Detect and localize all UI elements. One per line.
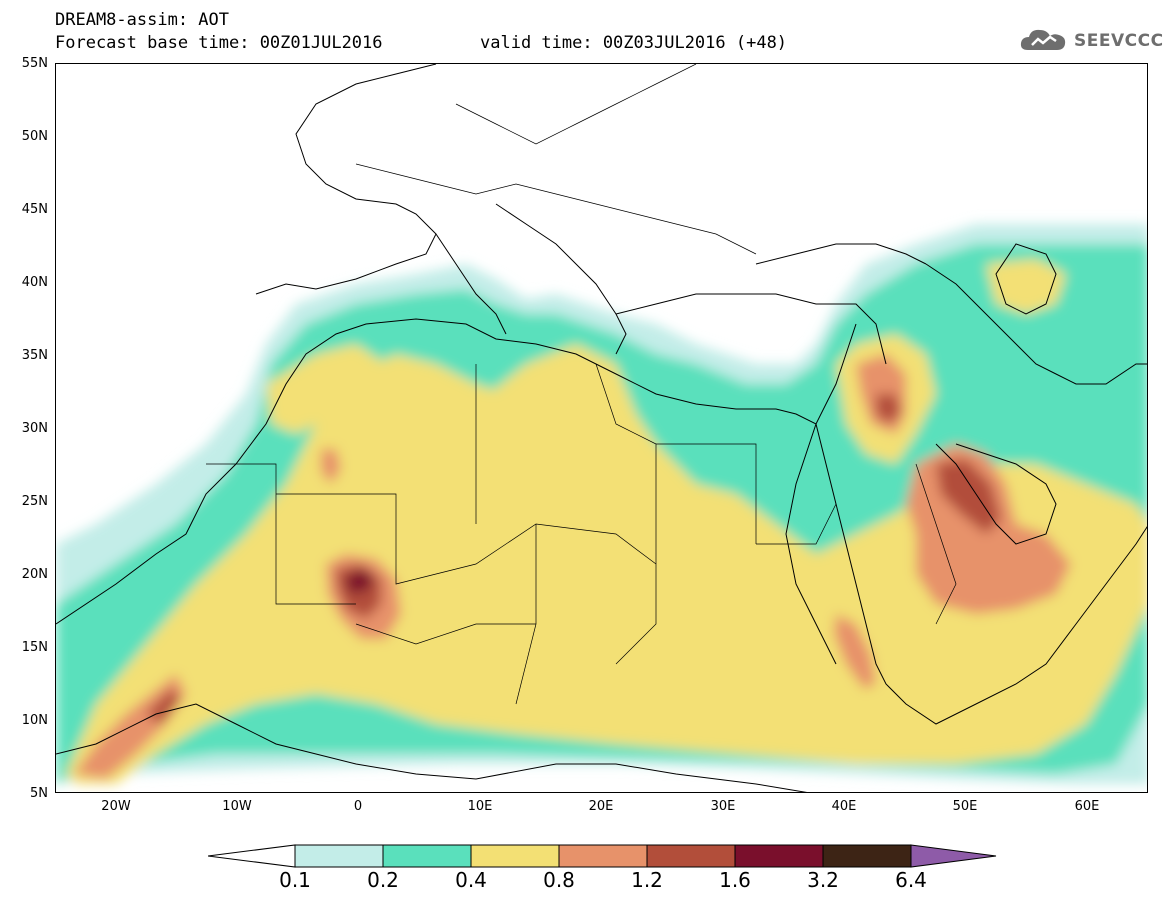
lat-label: 55N	[21, 56, 48, 71]
lat-label: 35N	[21, 348, 48, 363]
colorbar	[208, 844, 997, 868]
colorbar-label: 0.8	[543, 868, 575, 892]
lat-label: 45N	[21, 202, 48, 217]
forecast-base-time: Forecast base time: 00Z01JUL2016	[55, 33, 383, 53]
lat-label: 30N	[21, 421, 48, 436]
coastlines	[56, 64, 1147, 792]
colorbar-lt-0.1	[208, 844, 296, 868]
colorbar-label: 0.2	[367, 868, 399, 892]
lat-label: 25N	[21, 494, 48, 509]
colorbar-bin-0.4-0.8	[470, 844, 560, 868]
lon-label: 50E	[952, 799, 978, 814]
lon-label: 0	[353, 799, 363, 814]
lat-label: 50N	[21, 129, 48, 144]
seevccc-logo: SEEVCCC	[1018, 26, 1164, 56]
colorbar-gt-6.4	[910, 844, 997, 868]
colorbar-bin-0.1-0.2	[294, 844, 384, 868]
colorbar-label: 1.6	[719, 868, 751, 892]
lon-label: 10E	[467, 799, 493, 814]
lon-label: 60E	[1074, 799, 1100, 814]
colorbar-bin-0.2-0.4	[382, 844, 472, 868]
aot-map	[55, 63, 1148, 793]
colorbar-bin-1.2-1.6	[646, 844, 736, 868]
cloud-icon	[1018, 26, 1070, 56]
colorbar-label: 1.2	[631, 868, 663, 892]
colorbar-label: 6.4	[895, 868, 927, 892]
colorbar-label: 0.1	[279, 868, 311, 892]
colorbar-bin-1.6-3.2	[734, 844, 824, 868]
valid-time: valid time: 00Z03JUL2016 (+48)	[480, 33, 788, 53]
lon-label: 20E	[588, 799, 614, 814]
logo-text: SEEVCCC	[1074, 31, 1164, 51]
lat-label: 10N	[21, 713, 48, 728]
colorbar-label: 3.2	[807, 868, 839, 892]
country-borders	[206, 64, 957, 705]
lon-label: 30E	[710, 799, 736, 814]
lat-label: 40N	[21, 275, 48, 290]
lat-label: 20N	[21, 567, 48, 582]
lon-label: 10W	[222, 799, 252, 814]
lon-label: 40E	[831, 799, 857, 814]
colorbar-bin-3.2-6.4	[822, 844, 912, 868]
chart-title: DREAM8-assim: AOT	[55, 10, 229, 30]
colorbar-bin-0.8-1.2	[558, 844, 648, 868]
lat-label: 5N	[30, 786, 48, 801]
aot-band-1.6-3.2	[344, 569, 374, 594]
colorbar-label: 0.4	[455, 868, 487, 892]
lat-label: 15N	[21, 640, 48, 655]
lon-label: 20W	[101, 799, 131, 814]
